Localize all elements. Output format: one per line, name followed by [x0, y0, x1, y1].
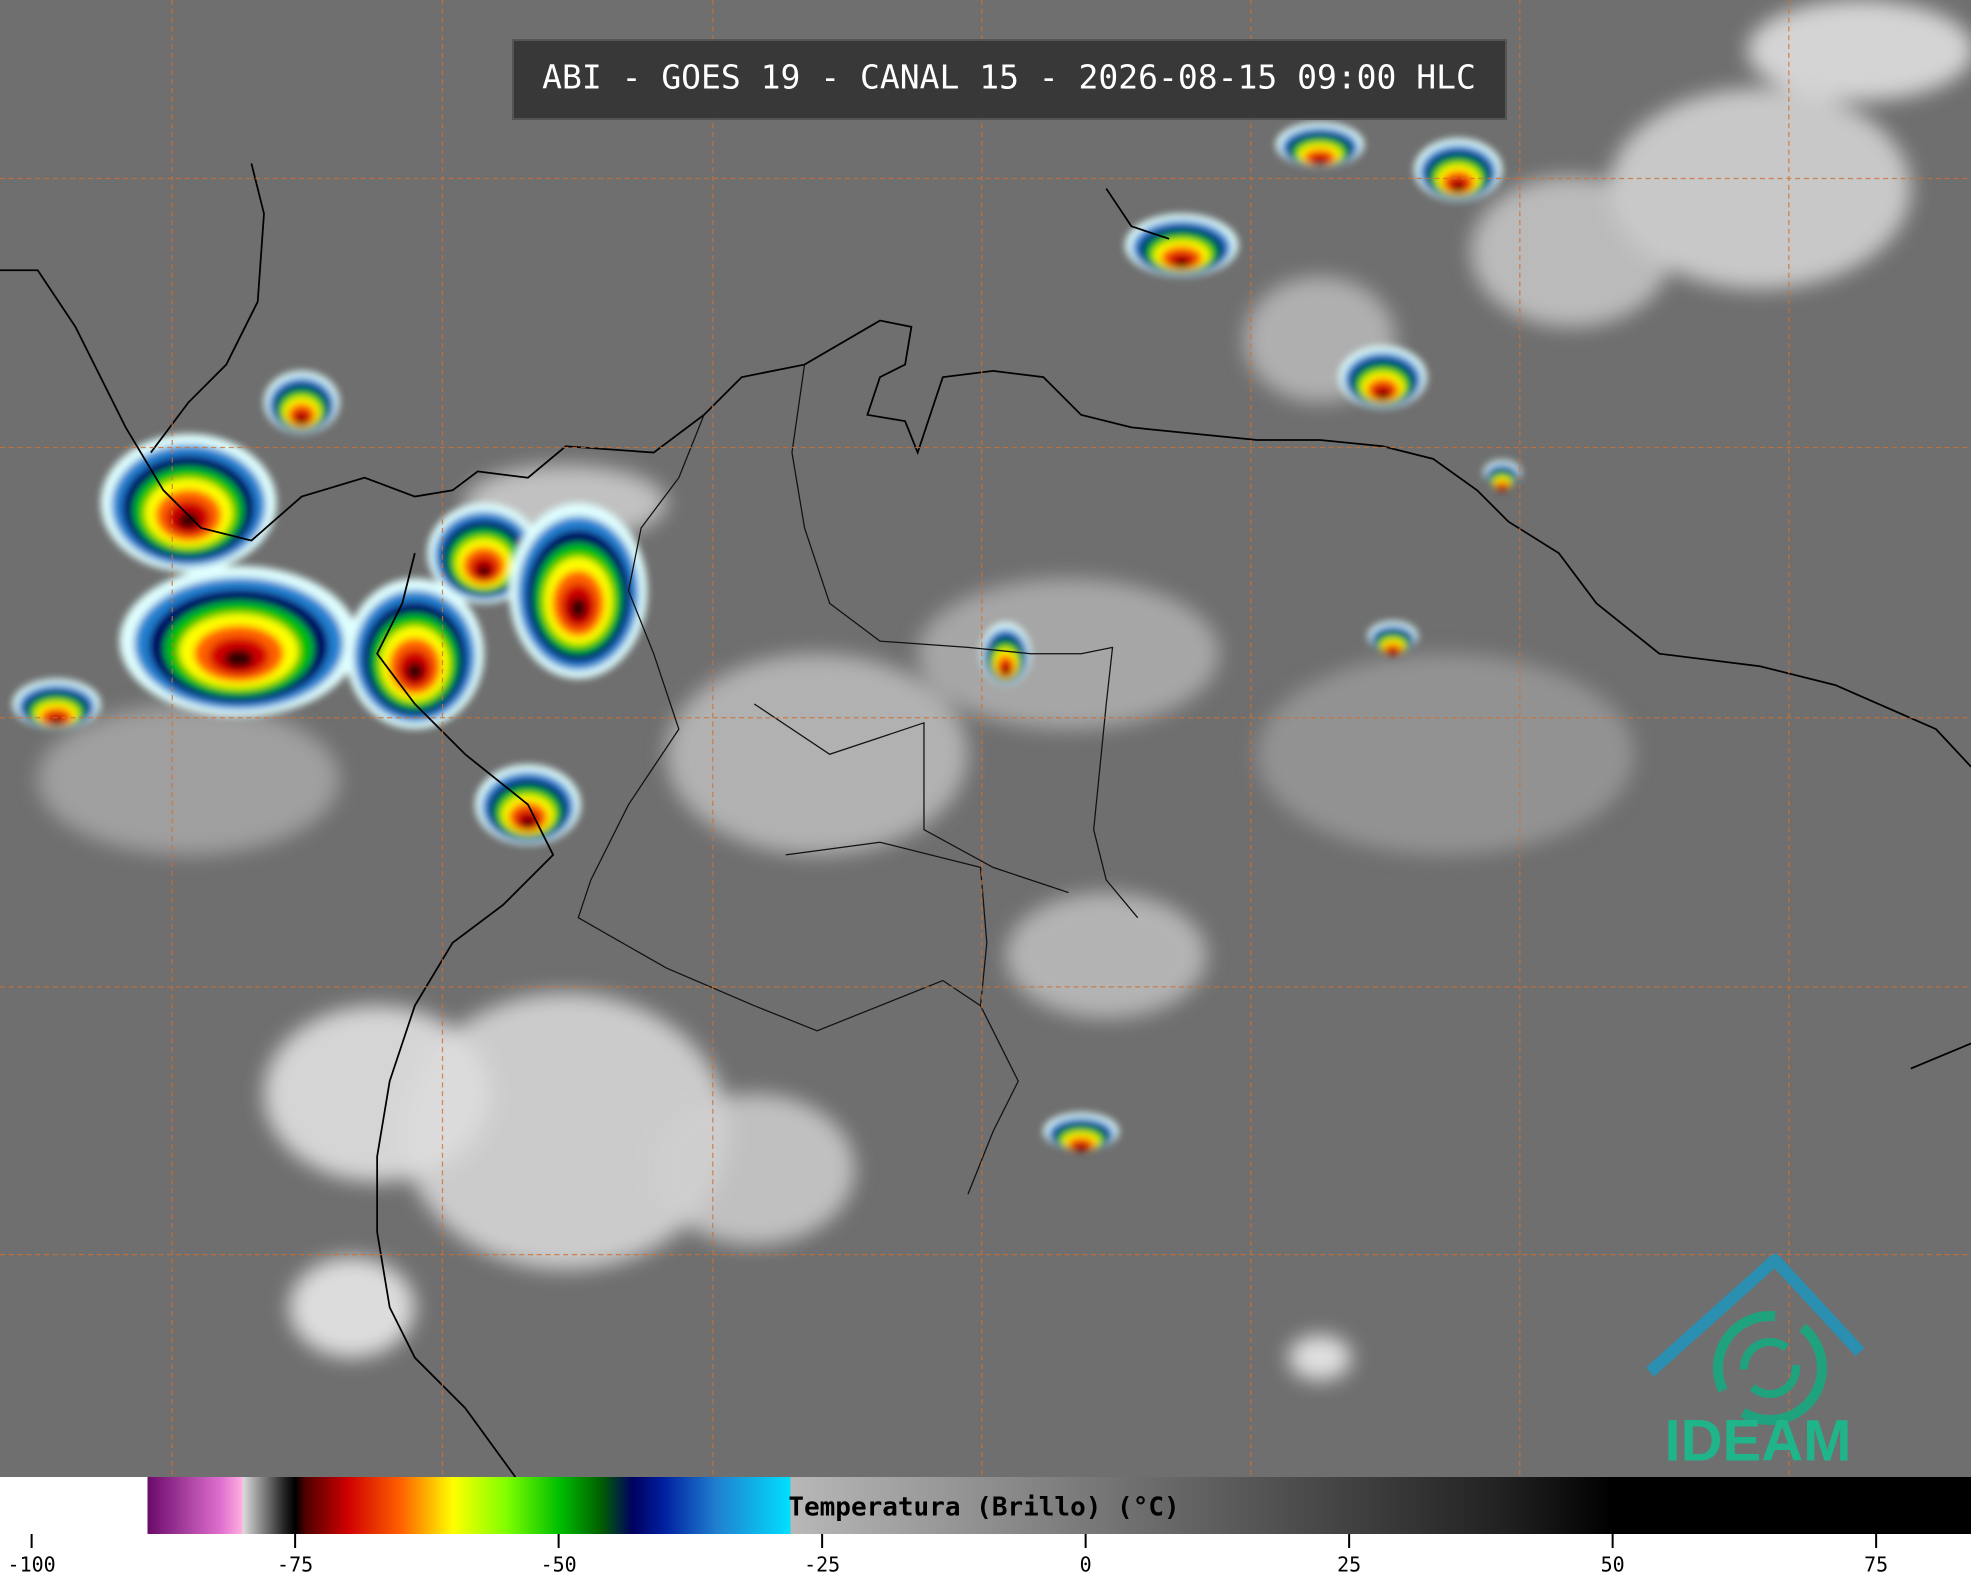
colorbar-label: Temperatura (Brillo) (°C): [788, 1493, 1179, 1523]
convective-cell: [1002, 667, 1009, 676]
colorbar-tick-label: -75: [277, 1553, 313, 1577]
title: ABI - GOES 19 - CANAL 15 - 2026-08-15 09…: [542, 58, 1476, 97]
convective-cell: [406, 661, 424, 681]
convective-cell: [476, 564, 492, 578]
cloud: [1609, 87, 1911, 290]
cloud: [37, 703, 340, 855]
convective-cell: [569, 597, 587, 620]
colorbar-tick-label: 0: [1080, 1553, 1092, 1577]
convection-layer: [12, 121, 1522, 1152]
convective-cell: [1076, 1146, 1086, 1152]
logo-text: IDEAM: [1665, 1408, 1852, 1473]
convective-cell: [1386, 647, 1400, 655]
colorbar-tick-label: -100: [8, 1553, 56, 1577]
convective-cell: [296, 415, 307, 424]
cloud: [1005, 892, 1207, 1019]
convective-cell: [1314, 159, 1326, 165]
cloud: [402, 993, 730, 1270]
ideam-logo: IDEAM: [1645, 1254, 1865, 1473]
cloud: [1257, 653, 1635, 855]
cloud: [653, 1093, 855, 1245]
convective-cell: [1377, 390, 1389, 399]
convective-cell: [1497, 484, 1507, 491]
convective-cell: [1174, 258, 1189, 267]
convective-cell: [1389, 651, 1397, 656]
cloud: [666, 653, 968, 855]
colorbar: Temperatura (Brillo) (°C) -100 -75 -50 -25 0…: [0, 1477, 1971, 1577]
colorbar-tick-label: 75: [1864, 1553, 1888, 1577]
convective-cell: [1499, 488, 1505, 492]
cloud: [289, 1257, 415, 1358]
coastlines: [0, 163, 1971, 1478]
convective-cell: [1452, 183, 1464, 192]
colorbar-tick-label: -25: [804, 1553, 840, 1577]
colorbar-tick-label: -50: [541, 1553, 577, 1577]
title-box: [512, 39, 1507, 120]
graticule: [0, 0, 1971, 1478]
convective-cell: [1071, 1141, 1091, 1152]
convective-cell: [223, 649, 254, 669]
convective-cell: [51, 718, 63, 725]
convective-cell: [177, 511, 200, 530]
cloud: [1470, 175, 1672, 327]
cloud: [1747, 0, 1971, 101]
convective-cell: [521, 817, 535, 828]
borders: [577, 364, 1139, 1195]
colorbar-tick-label: 50: [1601, 1553, 1625, 1577]
colorbar-gradient: [0, 1477, 1971, 1534]
cloud: [1288, 1335, 1352, 1381]
satellite-image: [0, 0, 1971, 1478]
colorbar-tick-label: 25: [1337, 1553, 1361, 1577]
cloud-layer: [37, 0, 1971, 1381]
